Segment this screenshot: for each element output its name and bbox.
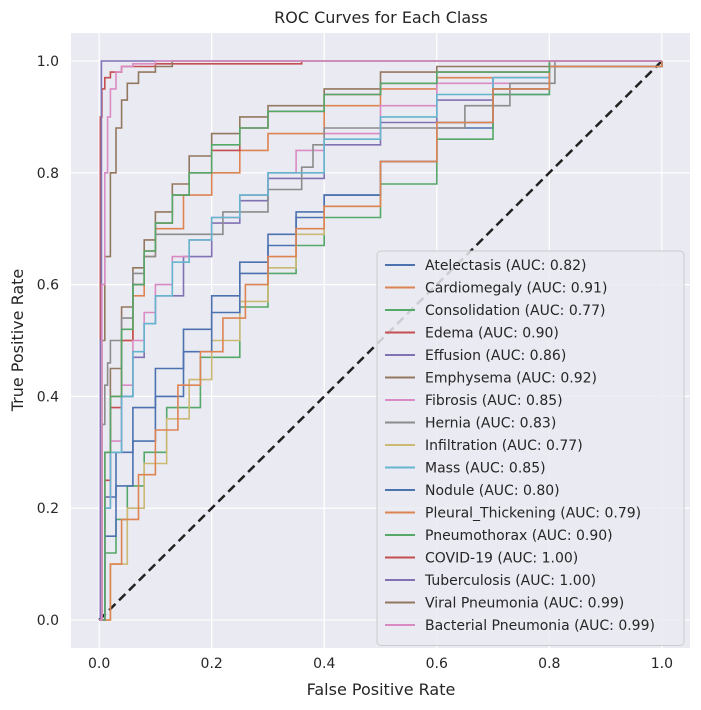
legend-label: Pneumothorax (AUC: 0.90) [425, 528, 613, 544]
legend-label: Bacterial Pneumonia (AUC: 0.99) [425, 618, 655, 634]
legend-label: Infiltration (AUC: 0.77) [425, 438, 583, 454]
series-line-15 [99, 60, 662, 621]
x-tick-label: 0.2 [201, 656, 223, 672]
series-line-11 [99, 61, 663, 621]
legend-label: Effusion (AUC: 0.86) [425, 348, 566, 364]
y-tick-label: 0.8 [37, 166, 59, 182]
legend-label: Consolidation (AUC: 0.77) [425, 303, 605, 319]
legend-label: Emphysema (AUC: 0.92) [425, 371, 597, 387]
y-tick-label: 0.2 [37, 501, 59, 517]
x-tick-label: 0.8 [538, 656, 560, 672]
series-layer [99, 60, 663, 621]
legend-label: Cardiomegaly (AUC: 0.91) [425, 281, 607, 297]
series-line-9 [99, 60, 662, 621]
chart-title: ROC Curves for Each Class [274, 8, 488, 27]
x-axis-title: False Positive Rate [307, 680, 456, 699]
y-tick-label: 0.6 [37, 278, 59, 294]
x-tick-label: 0.6 [426, 656, 448, 672]
legend-label: Atelectasis (AUC: 0.82) [425, 258, 587, 274]
legend-label: Viral Pneumonia (AUC: 0.99) [425, 596, 624, 612]
y-tick-label: 1.0 [37, 54, 59, 70]
x-tick-label: 0.0 [88, 656, 110, 672]
legend-label: COVID-19 (AUC: 1.00) [425, 551, 578, 567]
series-line-16 [99, 60, 662, 621]
series-line-12 [99, 60, 662, 621]
y-axis-title: True Positive Rate [8, 269, 27, 413]
legend-box [376, 250, 685, 646]
x-tick-label: 1.0 [651, 656, 673, 672]
series-line-7 [99, 60, 662, 621]
x-axis-ticks: 0.0 0.2 0.4 0.6 0.8 1.0 [88, 656, 673, 672]
legend: Atelectasis (AUC: 0.82) Cardiomegaly (AUC… [376, 250, 685, 646]
y-tick-label: 0.0 [37, 613, 59, 629]
y-axis-ticks: 0.0 0.2 0.4 0.6 0.8 1.0 [37, 54, 59, 629]
y-tick-label: 0.4 [37, 389, 59, 405]
legend-label: Tuberculosis (AUC: 1.00) [424, 573, 596, 589]
legend-label: Edema (AUC: 0.90) [425, 326, 559, 342]
legend-label: Mass (AUC: 0.85) [425, 461, 546, 477]
legend-label: Pleural_Thickening (AUC: 0.79) [425, 506, 641, 522]
legend-label: Nodule (AUC: 0.80) [425, 483, 560, 499]
legend-label: Hernia (AUC: 0.83) [425, 416, 556, 432]
legend-label: Fibrosis (AUC: 0.85) [425, 393, 563, 409]
x-tick-label: 0.4 [313, 656, 335, 672]
